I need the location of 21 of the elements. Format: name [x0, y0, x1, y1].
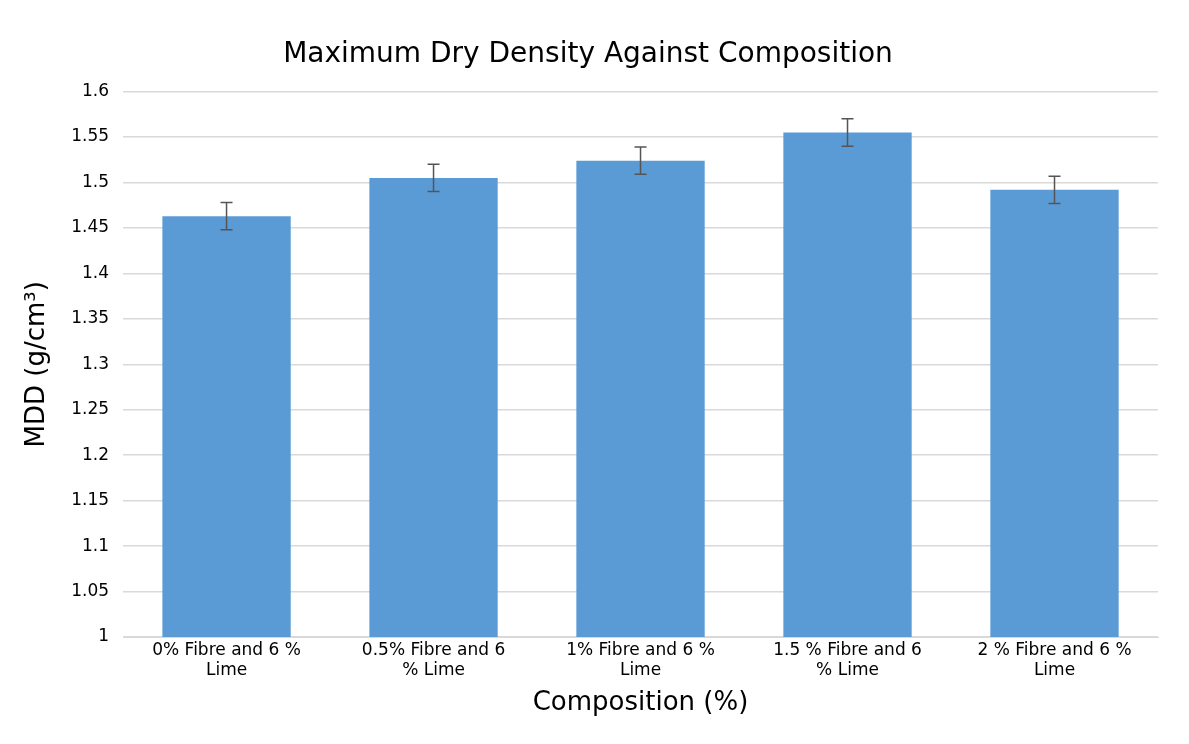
y-tick-label: 1.05: [71, 579, 110, 600]
x-tick-label: 0.5% Fibre and 6 % Lime: [361, 638, 506, 680]
y-tick-label: 1.15: [71, 489, 110, 510]
y-tick-label: 1.2: [82, 443, 110, 464]
x-tick-label: 1.5 % Fibre and 6 % Lime: [773, 638, 922, 680]
x-tick-label: 2 % Fibre and 6 % Lime: [977, 638, 1132, 680]
x-tick-label: 0% Fibre and 6 % Lime: [152, 638, 301, 680]
y-tick-label: 1.25: [71, 398, 110, 419]
y-tick-label: 1.35: [71, 307, 110, 328]
x-axis-title: Composition (%): [532, 686, 749, 717]
x-tick-label: 1% Fibre and 6 % Lime: [566, 638, 715, 680]
y-tick-label: 1.1: [82, 534, 110, 555]
y-tick-label: 1.4: [82, 261, 110, 282]
y-tick-label: 1.5: [82, 170, 110, 191]
y-tick-label: 1.6: [82, 80, 110, 101]
chart-title: Maximum Dry Density Against Composition: [283, 36, 893, 70]
y-axis-title: MDD (g/cm³): [20, 281, 51, 448]
y-tick-label: 1.55: [71, 125, 110, 146]
y-tick-label: 1: [98, 625, 110, 646]
y-tick-label: 1.3: [82, 352, 110, 373]
y-tick-label: 1.45: [71, 216, 110, 237]
